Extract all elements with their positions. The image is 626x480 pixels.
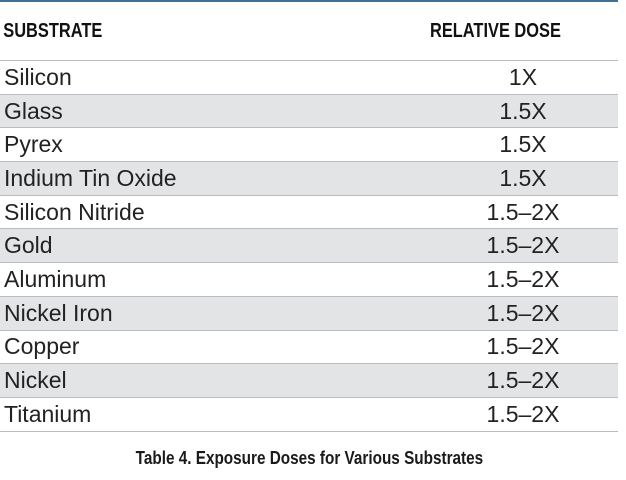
cell-substrate: Titanium bbox=[4, 400, 92, 427]
cell-relative-dose: 1.5X bbox=[499, 131, 547, 158]
table-row: Gold 1.5–2X bbox=[0, 228, 618, 263]
cell-substrate: Aluminum bbox=[4, 265, 107, 292]
cell-relative-dose: 1.5–2X bbox=[486, 299, 560, 326]
cell-substrate: Nickel Iron bbox=[4, 299, 113, 326]
column-header-relative-dose: RELATIVE DOSE bbox=[430, 19, 561, 42]
cell-substrate: Glass bbox=[4, 97, 63, 124]
cell-substrate: Silicon Nitride bbox=[4, 198, 145, 225]
table-row: Nickel 1.5–2X bbox=[0, 363, 618, 397]
table-row: Silicon 1X bbox=[0, 60, 618, 94]
exposure-dose-table: SUBSTRATE RELATIVE DOSE Silicon 1X Glass 1.… bbox=[0, 0, 618, 432]
column-header-substrate: SUBSTRATE bbox=[3, 19, 103, 42]
table-caption-text: Table 4. Exposure Doses for Various Subs… bbox=[135, 448, 483, 468]
table-row: Nickel Iron 1.5–2X bbox=[0, 295, 618, 330]
cell-relative-dose: 1.5–2X bbox=[486, 400, 560, 427]
table-row: Silicon Nitride 1.5–2X bbox=[0, 194, 618, 229]
table-row: Titanium 1.5–2X bbox=[0, 396, 618, 432]
table-top-rule bbox=[0, 0, 618, 2]
cell-substrate: Copper bbox=[4, 333, 80, 360]
cell-relative-dose: 1.5–2X bbox=[486, 232, 560, 259]
cell-substrate: Pyrex bbox=[4, 131, 63, 158]
cell-relative-dose: 1X bbox=[508, 63, 538, 90]
cell-relative-dose: 1.5–2X bbox=[486, 265, 560, 292]
table-row: Pyrex 1.5X bbox=[0, 127, 618, 161]
cell-substrate: Nickel bbox=[4, 367, 67, 394]
cell-relative-dose: 1.5–2X bbox=[486, 333, 560, 360]
cell-substrate: Gold bbox=[4, 232, 53, 259]
table-row: Glass 1.5X bbox=[0, 93, 618, 128]
table-row: Aluminum 1.5–2X bbox=[0, 262, 618, 296]
cell-relative-dose: 1.5X bbox=[499, 97, 547, 124]
table-body: Silicon 1X Glass 1.5X Pyrex 1.5X Indium Tin Ox… bbox=[0, 60, 618, 432]
cell-relative-dose: 1.5–2X bbox=[486, 198, 560, 225]
cell-substrate: Indium Tin Oxide bbox=[4, 164, 177, 191]
table-row: Copper 1.5–2X bbox=[0, 329, 618, 364]
cell-substrate: Silicon bbox=[4, 63, 72, 90]
table-caption: Table 4. Exposure Doses for Various Subs… bbox=[0, 448, 618, 469]
cell-relative-dose: 1.5X bbox=[499, 164, 547, 191]
cell-relative-dose: 1.5–2X bbox=[486, 367, 560, 394]
table-header-row: SUBSTRATE RELATIVE DOSE bbox=[0, 2, 618, 60]
table-row: Indium Tin Oxide 1.5X bbox=[0, 161, 618, 195]
